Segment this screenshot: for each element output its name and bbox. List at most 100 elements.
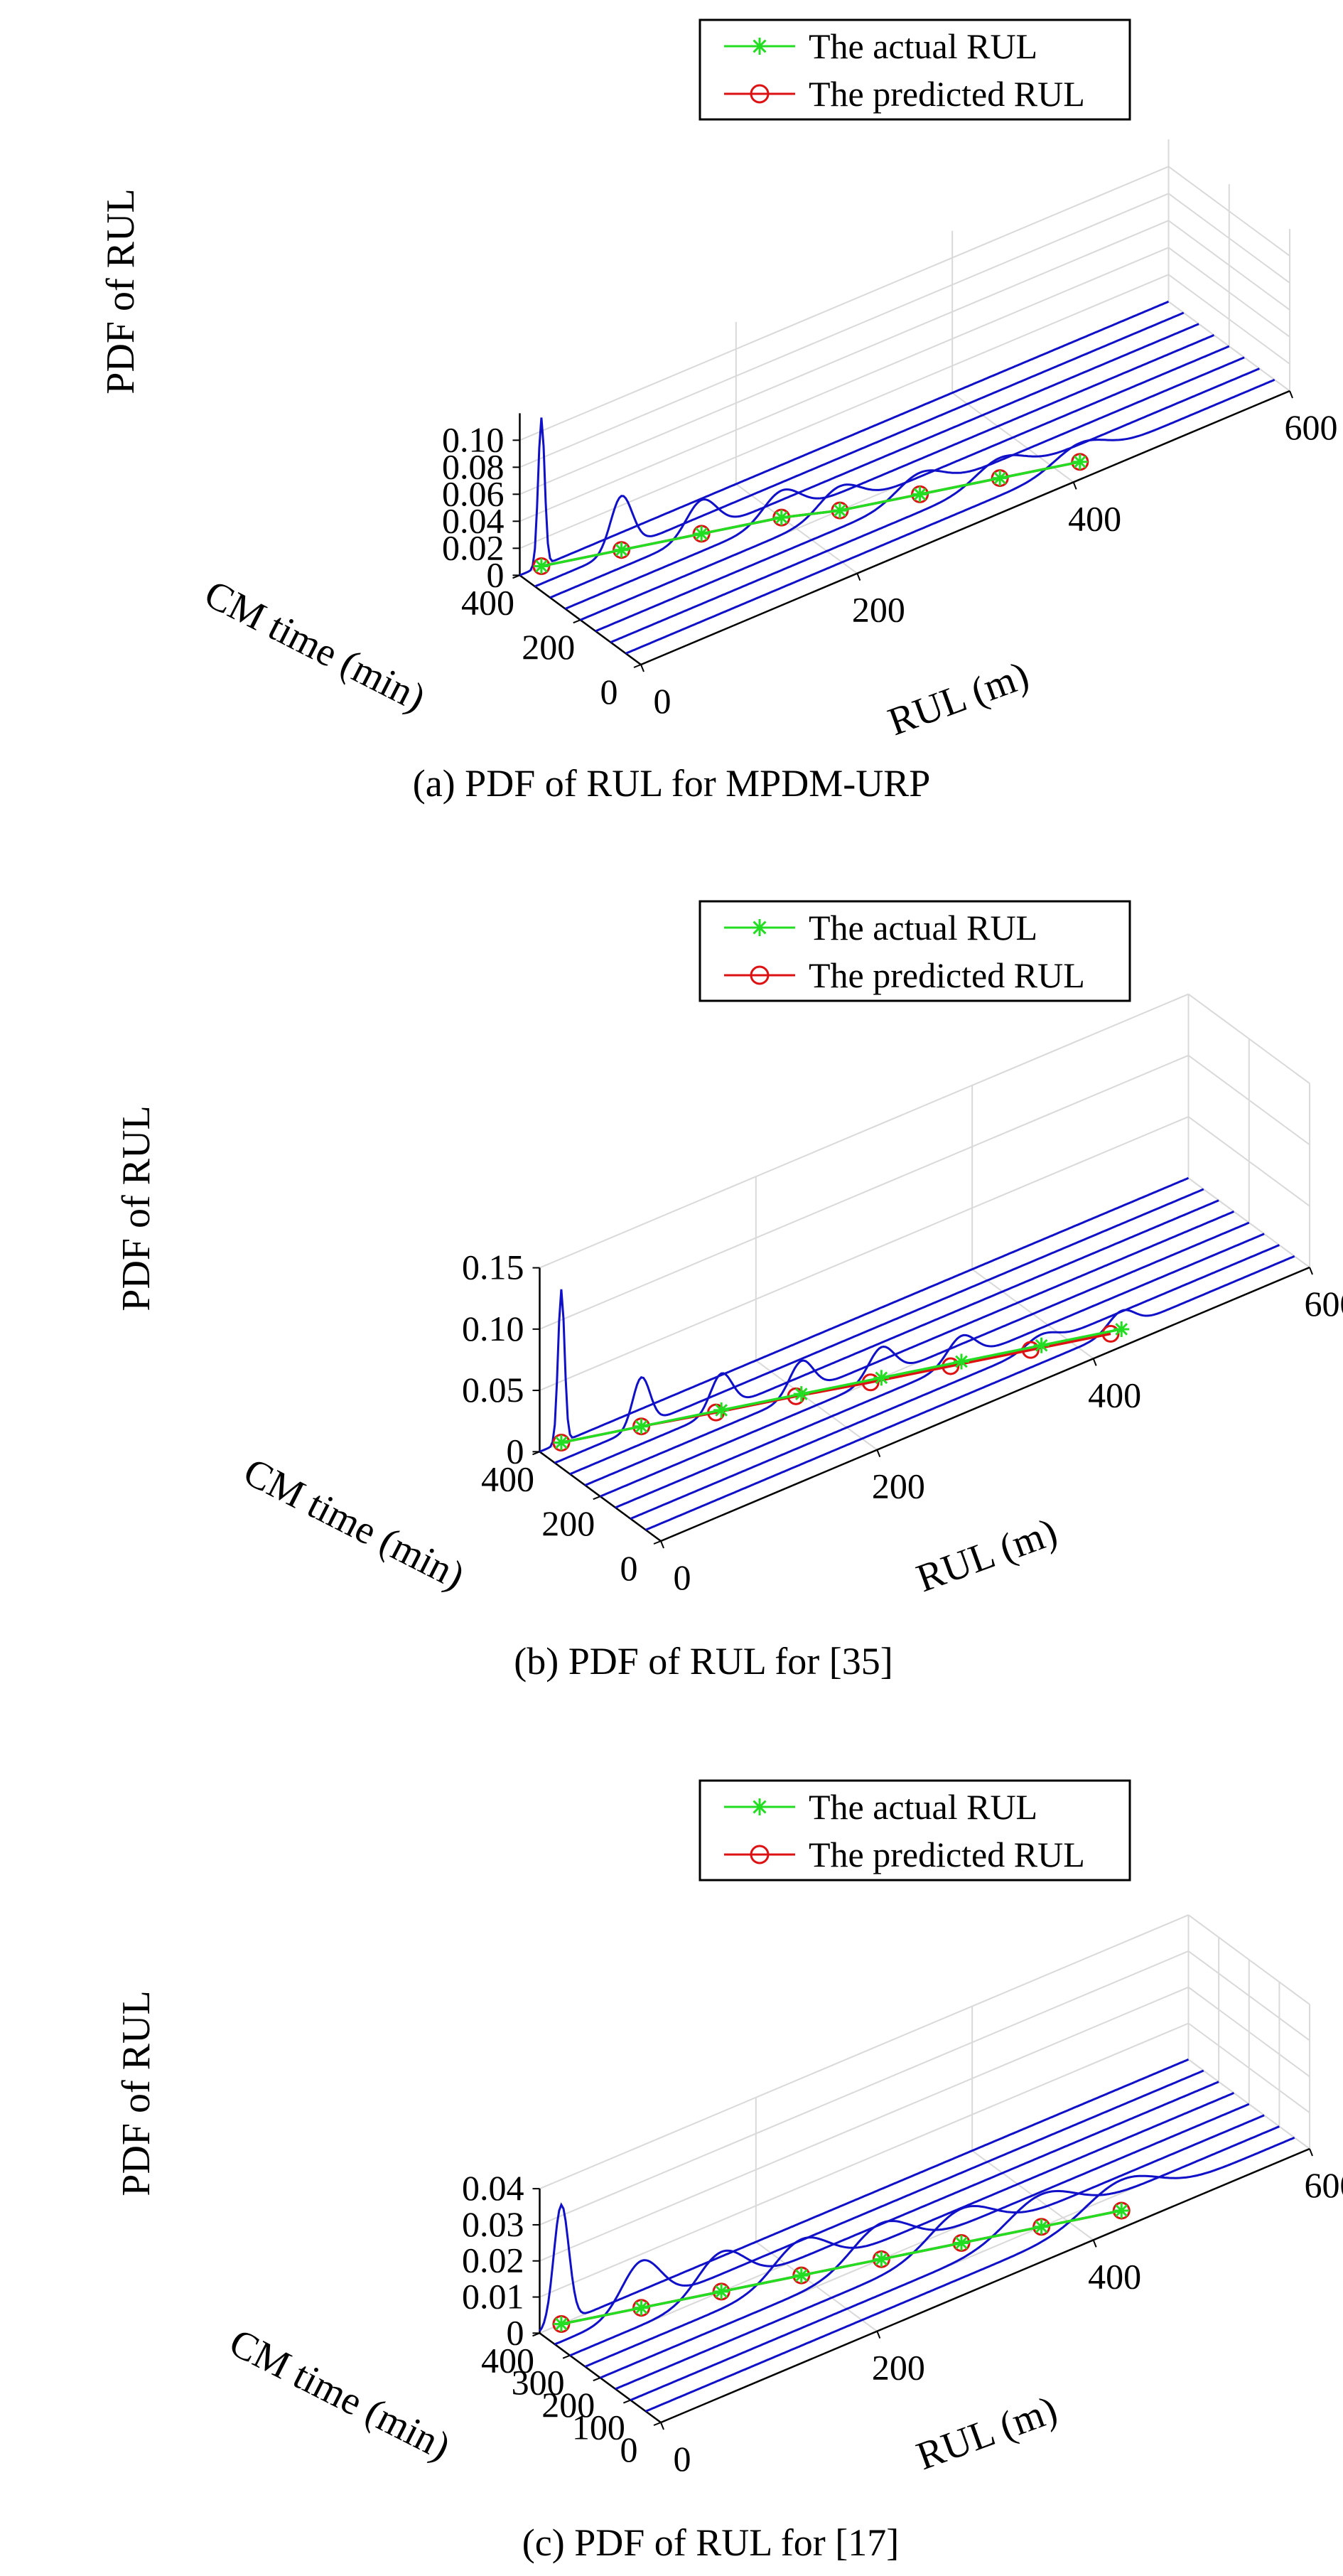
x-tick-label: 400: [1088, 2256, 1141, 2296]
grid-wall-z: [539, 1986, 1189, 2262]
y-tick-mark: [593, 2377, 601, 2382]
grid-wall-z: [539, 1054, 1189, 1330]
actual-rul-marker: [992, 470, 1008, 486]
star-stroke: [635, 1420, 648, 1433]
z-axis-label: PDF of RUL: [114, 1990, 158, 2196]
pdf-curve-50: [625, 378, 1275, 655]
pdf-curve-300: [569, 1199, 1219, 1476]
y-tick-mark: [593, 1496, 601, 1501]
pdf-curves: [539, 2058, 1295, 2413]
grid-lines: [519, 139, 1291, 665]
legend-label: The predicted RUL: [809, 1835, 1085, 1874]
star-stroke: [753, 1800, 767, 1814]
z-tick-label: 0.03: [462, 2204, 524, 2244]
y-tick-label: 100: [572, 2408, 625, 2447]
x-tick-mark: [660, 2422, 664, 2430]
pdf-curve-350: [534, 311, 1185, 588]
x-tick-label: 200: [872, 2348, 925, 2388]
z-tick-label: 0.15: [462, 1247, 524, 1287]
actual-rul-marker: [713, 2283, 730, 2299]
panel-caption: (a) PDF of RUL for MPDM-URP: [413, 762, 931, 805]
y-tick-label: 0: [600, 672, 618, 712]
legend: The actual RUL The predicted RUL: [699, 1779, 1131, 1882]
pdf-curve-100: [630, 1244, 1280, 1520]
star-stroke: [555, 1436, 568, 1449]
pdf-curve-150: [615, 1233, 1265, 1509]
y-axis-label: CM time (min): [237, 1449, 471, 1598]
x-tick-mark: [640, 664, 644, 672]
y-tick-mark: [633, 664, 642, 668]
y-tick-label: 200: [541, 1503, 595, 1543]
pdf-curve-350: [554, 1188, 1204, 1464]
pdf-curve-50: [645, 2136, 1295, 2413]
pdf-curve-250: [584, 1211, 1234, 1486]
actual-rul-marker: [633, 1418, 649, 1434]
pdf-curve-200: [600, 2103, 1250, 2379]
actual-rul-marker: [633, 2299, 649, 2316]
star-stroke: [1073, 455, 1086, 468]
grid-side-z: [1187, 2022, 1310, 2113]
actual-rul-marker: [873, 1370, 890, 1386]
chart-panel-1: 0200400600020040000.020.040.060.080.10PD…: [99, 18, 1338, 805]
pdf-curve-150: [615, 2114, 1265, 2390]
star-stroke: [1035, 2220, 1048, 2233]
star-stroke: [794, 1388, 808, 1400]
actual-rul-marker: [553, 1434, 569, 1451]
y-tick-label: 200: [541, 2385, 595, 2425]
legend: The actual RUL The predicted RUL: [699, 900, 1131, 1002]
star-stroke: [1115, 1323, 1128, 1336]
actual-rul-marker: [1033, 2218, 1050, 2235]
x-axis-label: RUL (m): [883, 653, 1035, 744]
actual-rul-marker: [533, 558, 549, 574]
grid-side-z: [1167, 247, 1290, 338]
star-stroke: [753, 921, 767, 935]
legend-label: The predicted RUL: [809, 955, 1085, 995]
star-stroke: [715, 1404, 728, 1417]
legend-marker-circle: [750, 1845, 770, 1864]
pdf-curves: [539, 1176, 1295, 1531]
x-tick-mark: [1309, 2148, 1313, 2157]
y-tick-mark: [653, 1540, 662, 1545]
grid-lines: [539, 1914, 1311, 2423]
y-tick-label: 300: [512, 2363, 565, 2403]
actual-rul-line: [541, 461, 1081, 568]
x-axis-label: RUL (m): [911, 1510, 1063, 1601]
grid-wall-z: [539, 993, 1189, 1269]
grid-wall-z: [519, 193, 1169, 468]
pdf-curve-50: [645, 1255, 1295, 1531]
x-tick-mark: [1092, 2239, 1097, 2248]
z-tick-label: 0.04: [462, 2168, 524, 2208]
actual-rul-marker: [1113, 2202, 1130, 2218]
actual-rul-marker: [912, 486, 928, 503]
y-tick-label: 400: [481, 2340, 534, 2380]
star-stroke: [875, 2253, 888, 2266]
actual-rul-marker: [694, 525, 710, 542]
actual-rul-marker: [793, 2268, 809, 2284]
pdf-curve-150: [595, 356, 1245, 633]
actual-rul-marker: [773, 510, 789, 526]
grid-lines: [539, 993, 1311, 1542]
z-tick-label: 0.01: [462, 2277, 524, 2317]
x-tick-mark: [1092, 1358, 1097, 1366]
x-tick-label: 0: [674, 1557, 691, 1597]
pdf-curve-400: [539, 1176, 1190, 1453]
actual-rul-marker: [1033, 1337, 1050, 1353]
z-tick-label: 0: [506, 2312, 524, 2352]
grid-side-z: [1187, 1950, 1310, 2041]
z-tick-label: 0.02: [442, 527, 505, 567]
star-stroke: [875, 1371, 888, 1385]
z-tick-label: 0: [506, 1431, 524, 1471]
star-stroke: [955, 2236, 968, 2250]
actual-rul-marker: [873, 2251, 890, 2268]
legend-marker-circle: [750, 84, 770, 104]
legend-label: The actual RUL: [809, 1787, 1037, 1827]
grid-side-z: [1187, 1054, 1310, 1146]
x-axis-line: [660, 1266, 1310, 1542]
x-tick-label: 0: [674, 2439, 691, 2479]
actual-rul-marker: [1113, 1321, 1130, 1337]
pdf-curves: [519, 300, 1275, 655]
grid-wall-z: [539, 1950, 1189, 2226]
